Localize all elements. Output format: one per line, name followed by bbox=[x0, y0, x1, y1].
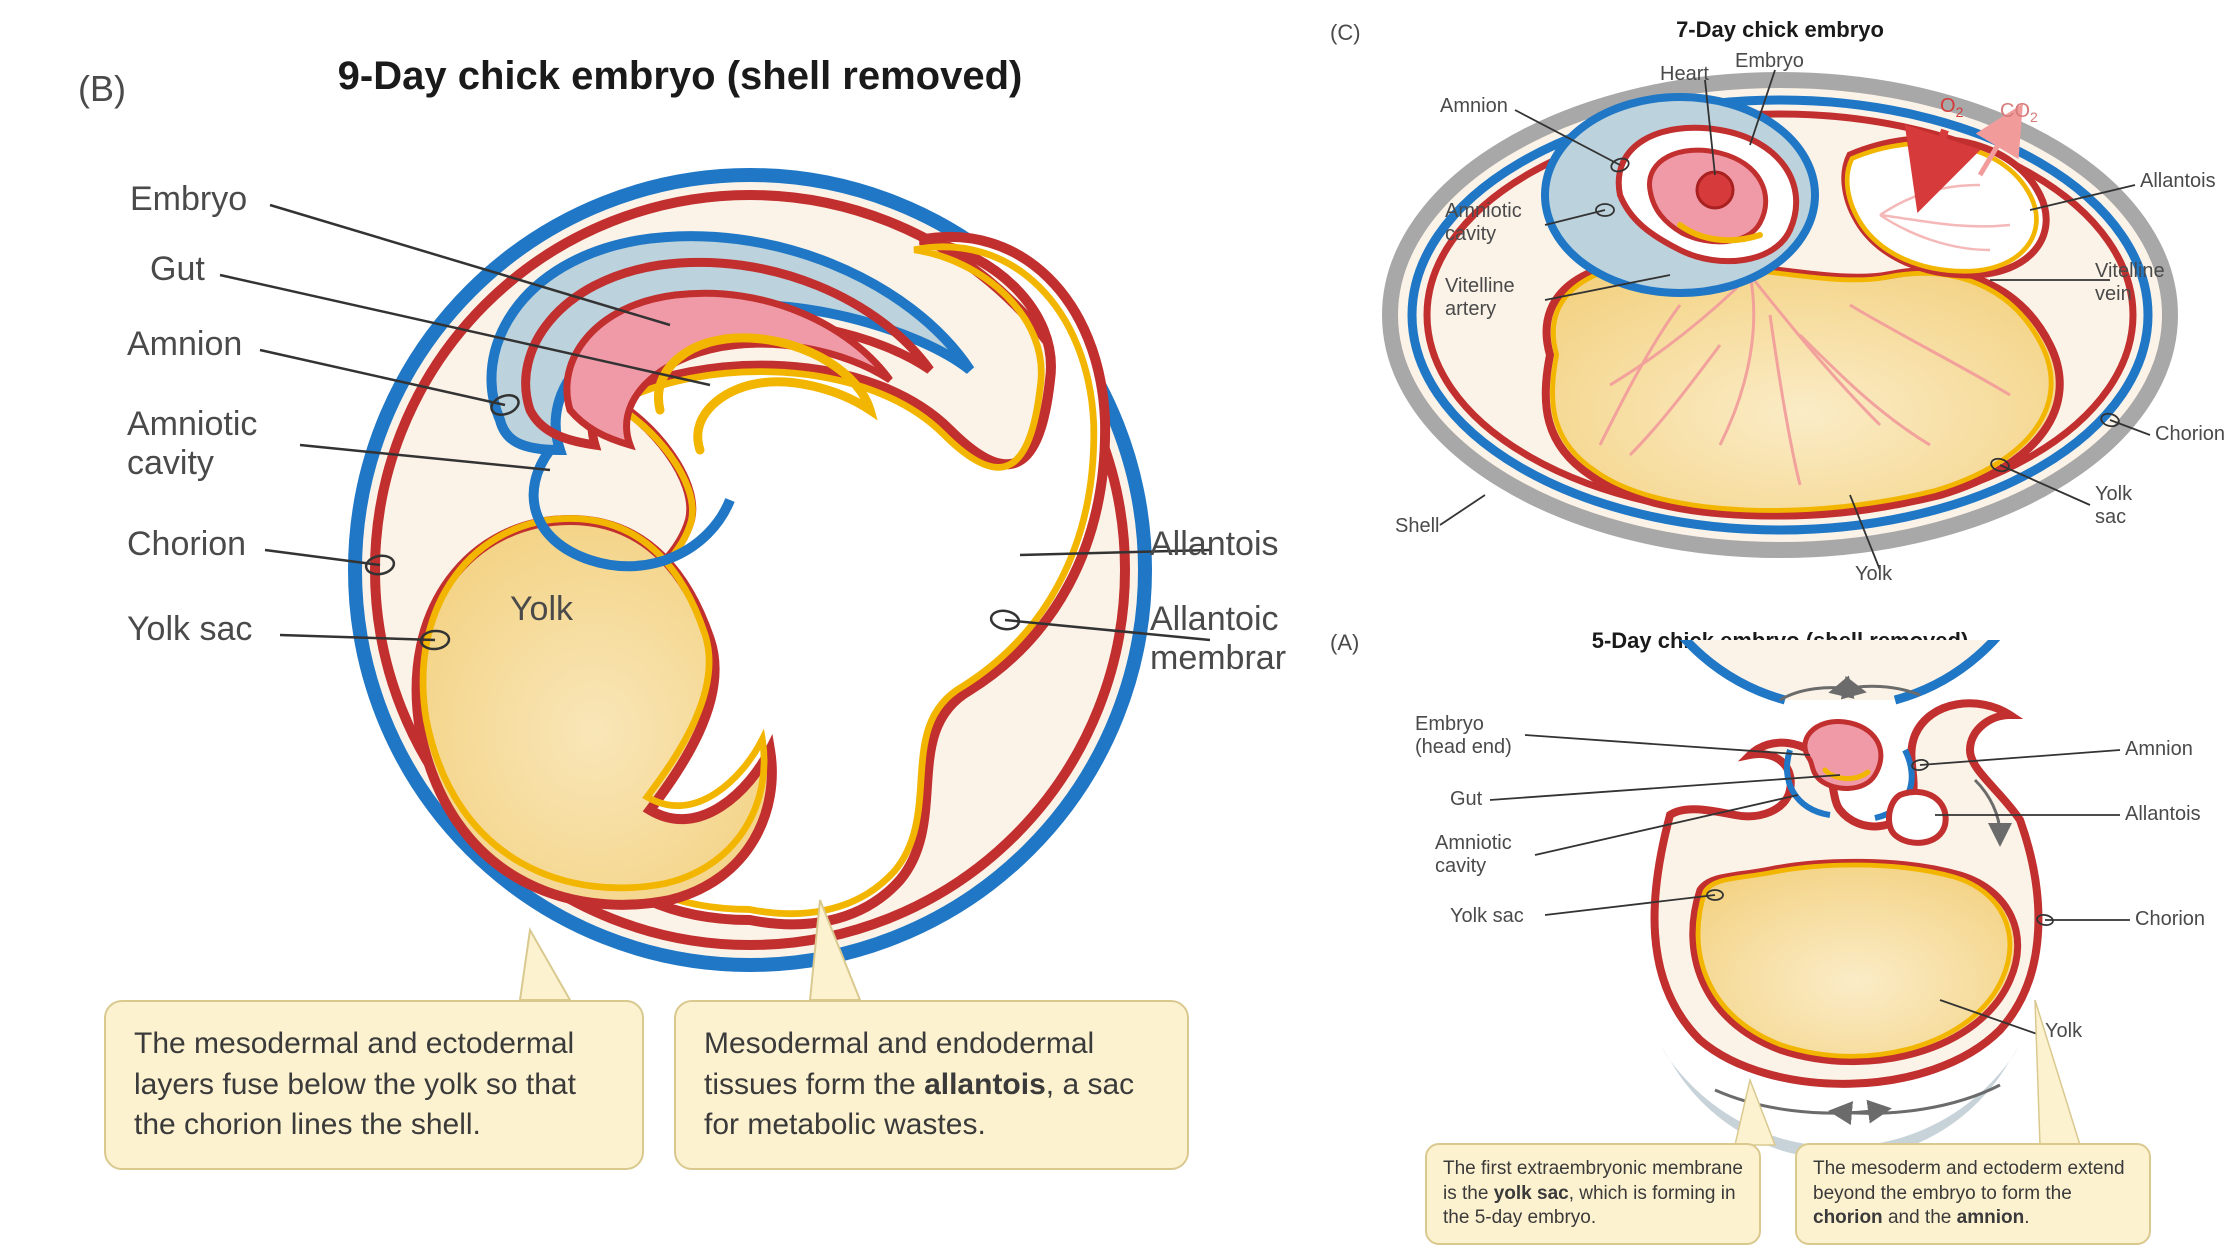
A-label-yolk: Yolk bbox=[2045, 1020, 2082, 1043]
panel-A-callout-left: The first extraembryonic membrane is the… bbox=[1425, 1143, 1761, 1245]
A-label-embryo: Embryo(head end) bbox=[1415, 713, 1525, 759]
B-label-chorion: Chorion bbox=[127, 525, 246, 564]
B-label-yolk-sac: Yolk sac bbox=[127, 610, 252, 649]
B-label-yolk: Yolk bbox=[510, 590, 573, 629]
page-root: (B) 9-Day chick embryo (shell removed) bbox=[0, 0, 2240, 1260]
panel-C: (C) 7-Day chick embryo bbox=[1320, 5, 2220, 620]
A-label-allantois: Allantois bbox=[2125, 803, 2201, 826]
C-label-vitelline-artery: Vitellineartery bbox=[1445, 275, 1535, 321]
B-label-amnion: Amnion bbox=[127, 325, 242, 364]
A-label-amnion: Amnion bbox=[2125, 738, 2193, 761]
C-label-amnion: Amnion bbox=[1440, 95, 1508, 118]
A-label-chorion: Chorion bbox=[2135, 908, 2205, 931]
C-label-amniotic-cavity: Amnioticcavity bbox=[1445, 200, 1535, 246]
C-label-yolk: Yolk bbox=[1855, 563, 1892, 586]
A-label-yolk-sac: Yolk sac bbox=[1450, 905, 1524, 928]
A-label-gut: Gut bbox=[1450, 788, 1482, 811]
A-label-amniotic-cavity: Amnioticcavity bbox=[1435, 832, 1525, 878]
B-label-gut: Gut bbox=[150, 250, 205, 289]
panel-B: (B) 9-Day chick embryo (shell removed) bbox=[50, 10, 1290, 1040]
panel-B-callout-right: Mesodermal and endodermal tissues form t… bbox=[674, 1000, 1189, 1170]
C-label-co2: CO2 bbox=[2000, 100, 2038, 125]
C-label-allantois: Allantois bbox=[2140, 170, 2216, 193]
C-label-o2: O2 bbox=[1940, 95, 1963, 120]
B-label-embryo: Embryo bbox=[130, 180, 247, 219]
C-label-chorion: Chorion bbox=[2155, 423, 2225, 446]
C-label-heart: Heart bbox=[1660, 63, 1709, 86]
panel-A: (A) 5-Day chick embryo (shell removed) bbox=[1320, 620, 2220, 1260]
panel-A-callout-right: The mesoderm and ectoderm extend beyond … bbox=[1795, 1143, 2151, 1245]
B-label-amniotic-cavity: Amnioticcavity bbox=[127, 405, 297, 483]
C-label-vitelline-vein: Vitellinevein bbox=[2095, 260, 2175, 306]
panel-B-callout-left: The mesodermal and ectodermal layers fus… bbox=[104, 1000, 644, 1170]
C-label-shell: Shell bbox=[1395, 515, 1439, 538]
B-label-allantoic-membrane: Allantoicmembrar bbox=[1150, 600, 1330, 678]
C-label-yolk-sac: Yolksac bbox=[2095, 483, 2155, 529]
B-label-allantois: Allantois bbox=[1150, 525, 1279, 564]
C-label-embryo: Embryo bbox=[1735, 50, 1804, 73]
